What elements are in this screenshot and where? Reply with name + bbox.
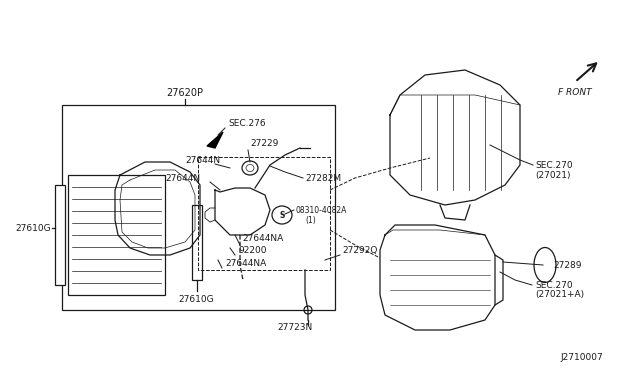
Text: 27723N: 27723N: [277, 324, 312, 333]
Bar: [68, 175, 165, 295]
Bar: [55, 185, 65, 285]
Polygon shape: [207, 132, 223, 148]
Text: 08310-4082A: 08310-4082A: [296, 205, 348, 215]
Bar: [198, 157, 330, 270]
Text: (27021): (27021): [535, 170, 570, 180]
Text: 27620P: 27620P: [166, 88, 204, 98]
Text: SEC.276: SEC.276: [228, 119, 266, 128]
Text: (27021+A): (27021+A): [535, 291, 584, 299]
Text: F RONT: F RONT: [558, 87, 592, 96]
Text: 27610G: 27610G: [178, 295, 214, 304]
Text: 27289: 27289: [553, 260, 582, 269]
Text: 27644NA: 27644NA: [242, 234, 284, 243]
Ellipse shape: [272, 206, 292, 224]
Text: SEC.270: SEC.270: [535, 160, 573, 170]
Text: 27644N: 27644N: [185, 155, 220, 164]
Text: J2710007: J2710007: [560, 353, 603, 362]
Bar: [62, 105, 335, 310]
Ellipse shape: [534, 247, 556, 282]
Text: 27292Q: 27292Q: [342, 246, 378, 254]
Text: (1): (1): [305, 215, 316, 224]
Text: 92200: 92200: [238, 246, 266, 254]
Text: 27644N: 27644N: [165, 173, 200, 183]
Text: 27610G: 27610G: [15, 224, 51, 232]
Text: SEC.270: SEC.270: [535, 280, 573, 289]
Text: 27644NA: 27644NA: [225, 259, 266, 267]
Text: 27229: 27229: [250, 138, 278, 148]
Bar: [192, 205, 202, 280]
Text: 27282M: 27282M: [305, 173, 341, 183]
Text: S: S: [279, 211, 285, 219]
